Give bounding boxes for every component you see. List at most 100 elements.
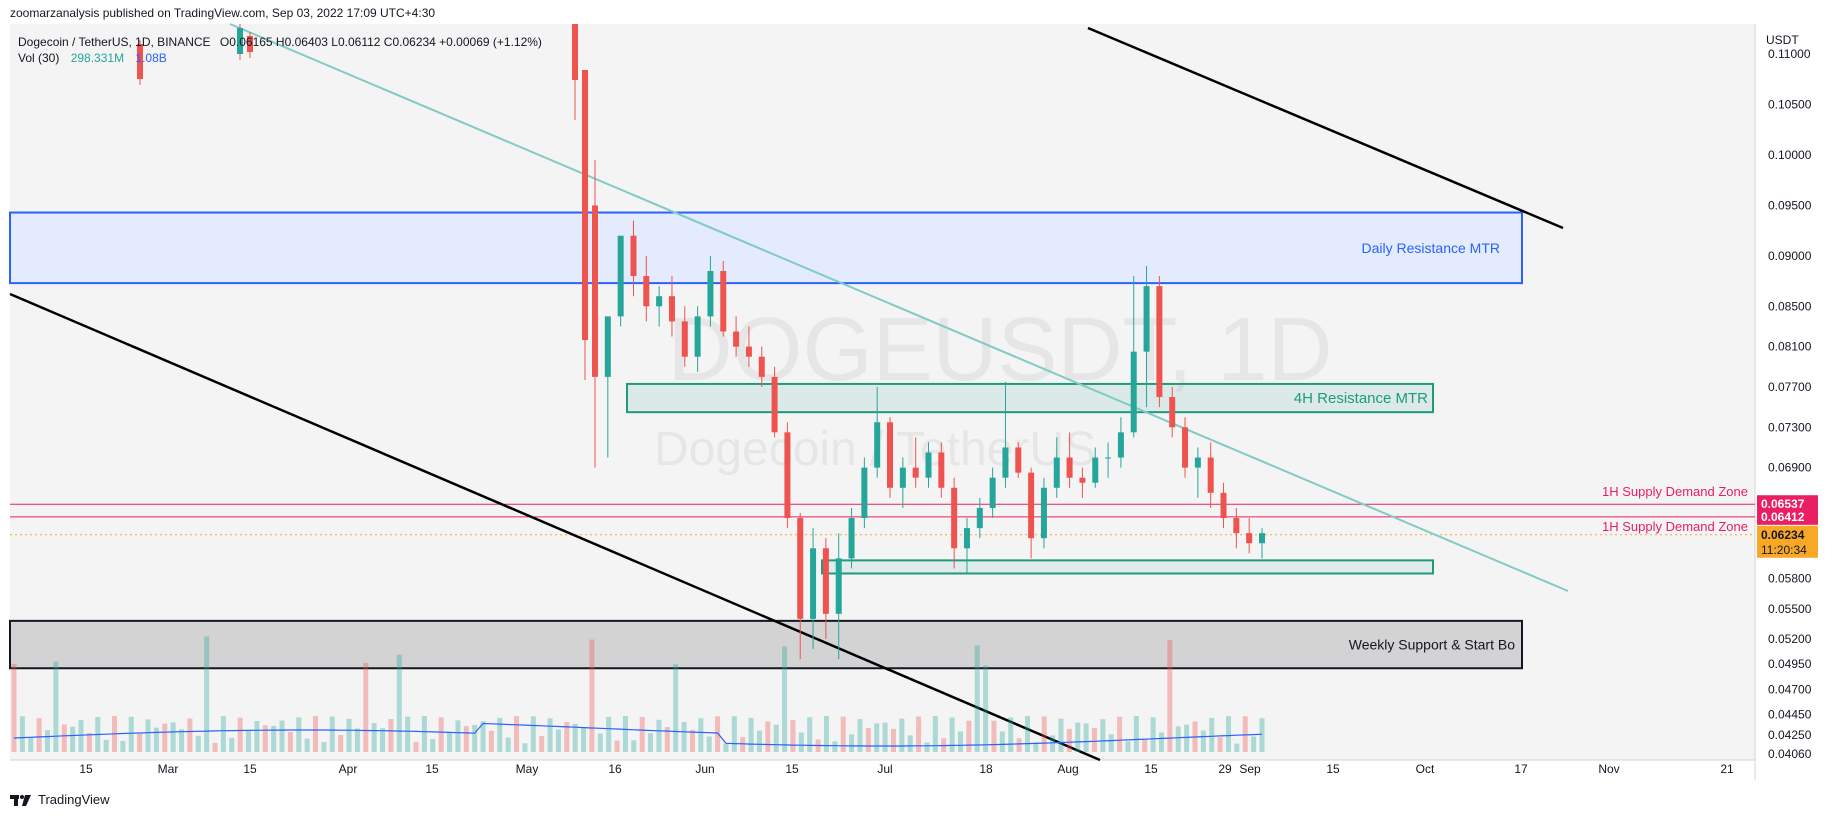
- candle-body: [1015, 447, 1022, 473]
- volume-bar: [1008, 717, 1014, 752]
- descending-trendline-teal: [229, 23, 1569, 592]
- y-tick-label: 0.07300: [1768, 420, 1812, 434]
- volume-bar: [1242, 716, 1248, 752]
- volume-bar: [103, 739, 109, 752]
- volume-bar: [1209, 717, 1215, 752]
- volume-bar: [1251, 736, 1257, 752]
- tradingview-logo-icon: [10, 794, 31, 806]
- volume-bar: [1234, 743, 1240, 752]
- candle-body: [592, 205, 598, 377]
- volume-bar: [346, 718, 352, 752]
- volume-bar: [514, 716, 520, 752]
- volume-bar: [740, 737, 746, 752]
- volume-bar: [849, 734, 855, 752]
- volume-bar: [530, 716, 536, 752]
- volume-bar: [1050, 735, 1056, 752]
- volume-bar: [857, 719, 863, 752]
- volume-bar: [983, 665, 989, 752]
- x-tick-label: 16: [608, 762, 622, 776]
- volume-bar: [1016, 738, 1022, 752]
- candle-body: [874, 422, 881, 468]
- x-tick-label: 15: [79, 762, 93, 776]
- y-tick-label: 0.09500: [1768, 198, 1812, 212]
- x-tick-label: 15: [1326, 762, 1340, 776]
- zone-0: [9, 211, 1523, 285]
- volume-bar: [153, 727, 159, 752]
- volume-bar: [547, 718, 553, 752]
- volume-bar: [421, 716, 427, 752]
- volume-ma-value: 1.08B: [135, 51, 167, 65]
- volume-bar: [966, 720, 972, 752]
- y-tick-label: 0.07700: [1768, 380, 1812, 394]
- y-tick-label: 0.04250: [1768, 728, 1812, 742]
- x-tick-label: 29: [1218, 762, 1232, 776]
- volume-bar: [924, 742, 930, 752]
- candle-body: [1207, 457, 1214, 493]
- volume-bar: [1100, 719, 1106, 752]
- volume-bar: [195, 735, 201, 752]
- volume-bar: [78, 719, 84, 752]
- volume-bar: [279, 720, 285, 752]
- volume-bar: [313, 716, 319, 752]
- volume-bar: [681, 721, 687, 752]
- volume-bar: [555, 729, 561, 752]
- volume-bar: [1259, 718, 1265, 752]
- candle-body: [1246, 533, 1253, 544]
- volume-bar: [36, 718, 42, 752]
- volume-bar: [488, 730, 494, 752]
- volume-bar: [61, 724, 67, 752]
- candle-body: [887, 422, 894, 488]
- symbol-title: Dogecoin / TetherUS, 1D, BINANCE: [18, 35, 211, 49]
- volume-bar: [874, 723, 880, 752]
- y-tick-label: 0.11000: [1768, 47, 1811, 61]
- volume-bar: [254, 720, 260, 752]
- y-tick-label: 0.04450: [1768, 708, 1812, 722]
- candle-body: [925, 452, 932, 478]
- y-tick-label: 0.04700: [1768, 682, 1812, 696]
- x-tick-label: 18: [979, 762, 993, 776]
- candle-body: [1259, 533, 1265, 544]
- footer-brand[interactable]: TradingView: [10, 792, 110, 807]
- x-tick-label: Nov: [1598, 762, 1619, 776]
- volume-bar: [304, 738, 310, 752]
- volume-bar: [287, 731, 293, 752]
- volume-bar: [455, 720, 461, 752]
- volume-bar: [19, 716, 25, 752]
- volume-bar: [86, 732, 92, 752]
- volume-bar: [782, 646, 788, 752]
- zone-2: [821, 559, 1434, 575]
- volume-bar: [371, 723, 377, 752]
- supply-label-0: 1H Supply Demand Zone: [1602, 484, 1748, 499]
- y-tick-label: 0.06900: [1768, 461, 1812, 475]
- volume-bar: [296, 717, 302, 752]
- candle-body: [1117, 432, 1124, 458]
- volume-bar: [572, 723, 578, 752]
- volume-bar: [957, 731, 963, 752]
- volume-bar: [1142, 739, 1148, 752]
- volume-bar: [597, 733, 603, 752]
- y-tick-label: 0.09000: [1768, 249, 1812, 263]
- volume-bar: [999, 731, 1005, 752]
- x-tick-label: 15: [785, 762, 799, 776]
- candle-body: [630, 235, 637, 277]
- x-tick-label: May: [516, 762, 539, 776]
- volume-bar: [179, 729, 185, 752]
- candle-body: [1182, 427, 1189, 468]
- y-tick-label: 0.08500: [1768, 299, 1812, 313]
- volume-bar: [606, 716, 612, 752]
- volume-bar: [388, 719, 394, 752]
- candle-body: [681, 321, 688, 357]
- candle-body: [1028, 472, 1035, 539]
- channel-upper-line: [1087, 26, 1564, 230]
- candle-body: [912, 467, 919, 478]
- volume-bar: [907, 735, 913, 752]
- volume-bar: [614, 740, 620, 752]
- x-tick-label: 15: [425, 762, 439, 776]
- supply-label-1: 1H Supply Demand Zone: [1602, 519, 1748, 534]
- volume-bar: [564, 722, 570, 752]
- volume-bar: [480, 721, 486, 752]
- volume-bar: [1058, 718, 1064, 752]
- volume-bar: [631, 740, 637, 752]
- candle-body: [1220, 492, 1227, 519]
